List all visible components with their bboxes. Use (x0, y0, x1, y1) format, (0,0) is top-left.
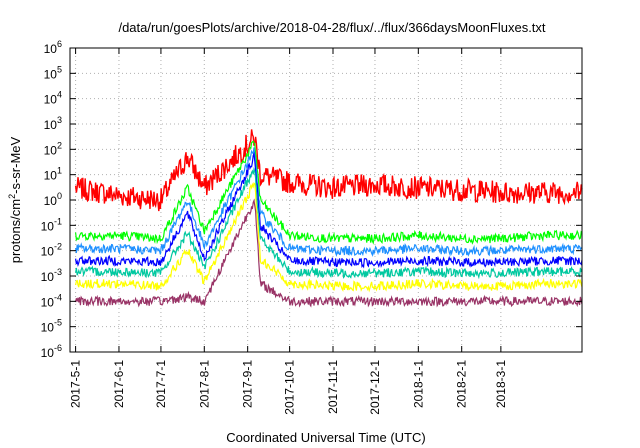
y-tick-labels: 10-6 10-5 10-4 10-3 10-2 10-1 100 101 102 103 104 1… (41, 39, 62, 360)
y-tick-label: 101 (44, 166, 62, 183)
x-tick-label: 2017-6-1 (112, 360, 126, 408)
series-line-4 (75, 151, 583, 269)
y-tick-label: 103 (44, 115, 62, 132)
y-axis-label-rest: -s-sr-MeV (8, 136, 23, 193)
x-tick-label: 2017-9-1 (241, 360, 255, 408)
y-tick-label: 10-6 (41, 343, 62, 360)
y-tick-label: 106 (44, 39, 62, 56)
axis-ticks (70, 47, 582, 353)
series-layer (74, 129, 583, 308)
x-axis-label: Coordinated Universal Time (UTC) (226, 430, 425, 445)
x-tick-label: 2017-11-1 (326, 360, 340, 414)
y-tick-label: 100 (44, 191, 62, 208)
y-tick-label: 105 (44, 64, 62, 81)
y-tick-label: 10-3 (41, 267, 62, 284)
series-line-2 (75, 140, 583, 245)
x-tick-label: 2017-10-1 (283, 360, 297, 415)
series-line-3 (75, 147, 583, 257)
x-tick-label: 2018-1-1 (411, 360, 425, 408)
series-line-6 (75, 182, 583, 293)
chart-title: /data/run/goesPlots/archive/2018-04-28/f… (118, 20, 545, 35)
y-tick-label: 10-2 (41, 242, 62, 259)
x-tick-label: 2018-2-1 (455, 360, 469, 408)
x-tick-label: 2018-3-1 (494, 360, 508, 408)
y-tick-label: 10-1 (41, 216, 62, 233)
x-tick-label: 2017-12-1 (368, 360, 382, 415)
y-tick-label: 104 (44, 90, 62, 107)
y-axis-label-sup: 2 (7, 194, 17, 199)
series-line-1 (74, 129, 583, 212)
y-tick-label: 10-4 (41, 292, 62, 309)
series-line-5 (75, 166, 583, 280)
x-tick-label: 2017-8-1 (197, 360, 211, 408)
y-axis-label: protons/cm2-s-sr-MeV (7, 136, 23, 263)
x-tick-label: 2017-5-1 (69, 360, 83, 408)
x-tick-label: 2017-7-1 (154, 360, 168, 408)
series-line-7 (75, 198, 583, 308)
y-tick-label: 10-5 (41, 318, 62, 335)
y-axis-label-main: protons/cm (8, 199, 23, 263)
y-tick-label: 102 (44, 140, 62, 157)
x-tick-labels: 2017-5-1 2017-6-1 2017-7-1 2017-8-1 2017-9-1… (69, 360, 508, 415)
